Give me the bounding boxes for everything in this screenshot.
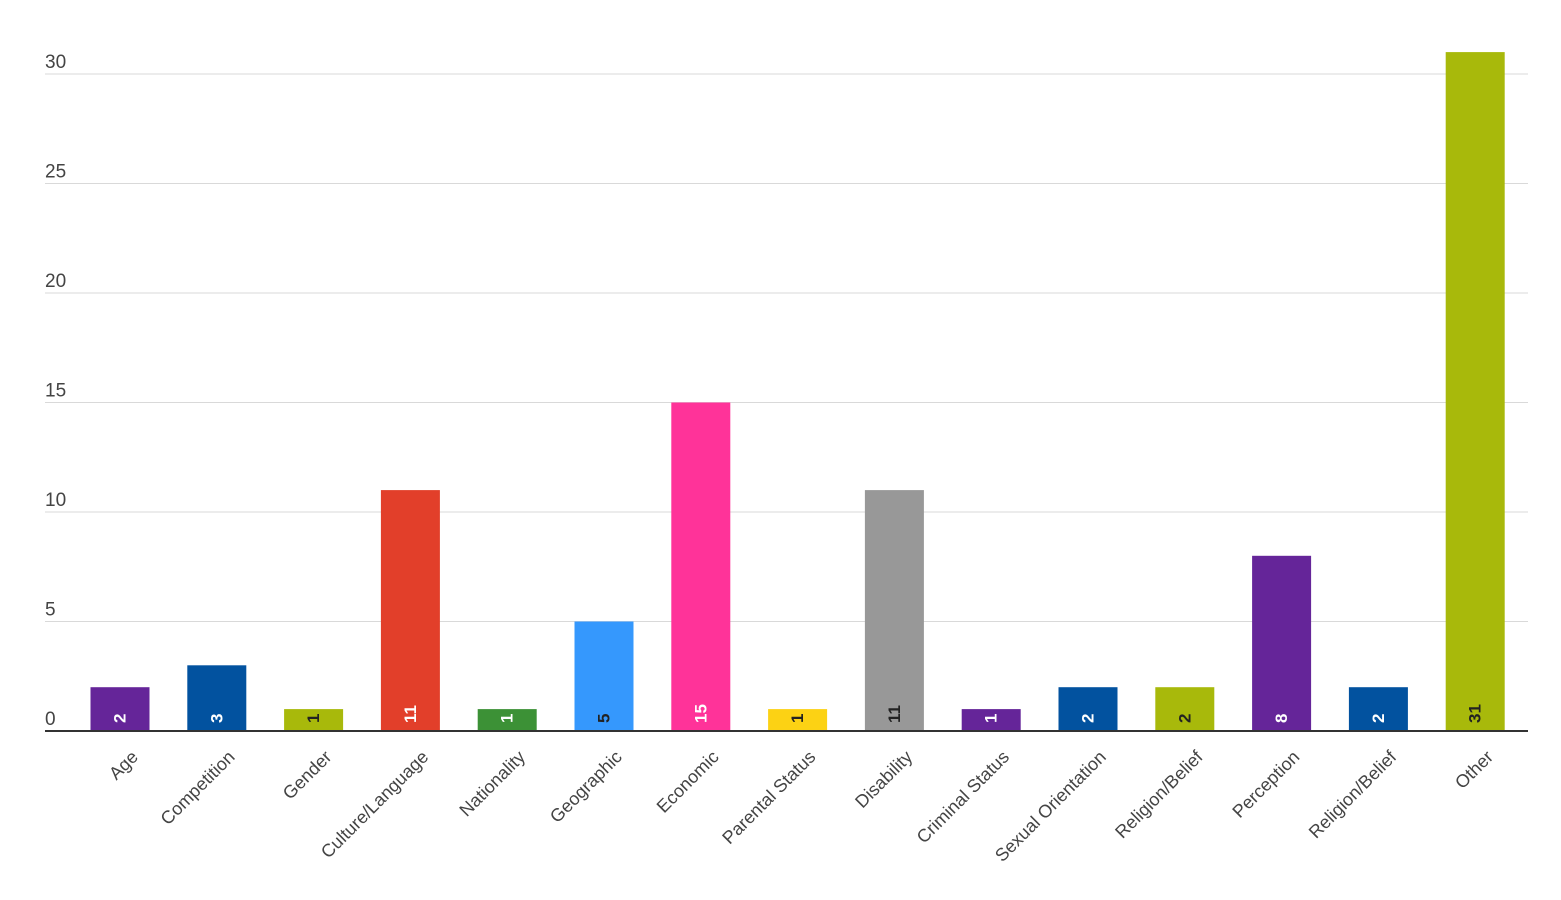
bars [90,52,1505,732]
bar-value-label: 1 [982,714,1001,723]
bar-value-label: 1 [498,714,517,723]
bar-value-label: 11 [401,705,420,723]
bar-value-label: 5 [595,714,614,723]
y-tick-label: 15 [45,381,66,402]
y-tick-label: 20 [45,271,66,292]
y-tick-label: 30 [45,52,66,73]
bar-value-label: 1 [304,714,323,723]
x-category-label: Religion/Belief [1305,746,1401,842]
data-labels: 2 3 1 11 1 5 15 1 11 1 2 2 8 2 31 [111,704,1485,723]
bar-value-label: 31 [1466,704,1485,723]
bar [1252,555,1312,731]
bar [477,709,537,731]
x-category-label: Disability [851,747,916,812]
bar-value-label: 2 [111,714,130,723]
bar-value-label: 2 [1175,714,1194,723]
bar [574,621,634,731]
y-axis-ticks: 0 5 10 15 20 25 30 [45,52,66,730]
bar-value-label: 2 [1369,714,1388,723]
bar [380,490,440,731]
bar [1155,687,1215,731]
bar-value-label: 8 [1272,714,1291,723]
bar [1445,52,1505,732]
y-tick-label: 5 [45,600,56,621]
bar-value-label: 1 [788,714,807,723]
x-category-label: Criminal Status [913,747,1013,847]
y-tick-label: 25 [45,162,66,183]
x-category-label: Age [105,747,142,784]
bar-value-label: 3 [207,714,226,723]
bar-value-label: 11 [885,705,904,723]
x-category-label: Competition [157,747,239,829]
bar [90,687,150,731]
x-category-label: Perception [1228,747,1303,822]
bar [961,709,1021,731]
bar [1058,687,1118,731]
bar [864,490,924,731]
x-category-label: Economic [653,747,723,817]
x-category-label: Nationality [456,747,530,821]
x-category-label: Geographic [546,747,626,827]
x-category-label: Gender [279,747,336,804]
bar [187,665,247,731]
bar [1348,687,1408,731]
y-tick-label: 0 [45,709,56,730]
gridlines [45,73,1528,622]
x-category-label: Other [1451,747,1497,793]
x-category-label: Religion/Belief [1111,746,1207,842]
bar-value-label: 2 [1079,714,1098,723]
bar [284,709,344,731]
bar [671,402,731,731]
bar-value-label: 15 [691,704,710,723]
x-category-label: Culture/Language [317,747,432,862]
bar [768,709,828,731]
x-category-label: Parental Status [718,747,819,848]
y-tick-label: 10 [45,490,66,511]
